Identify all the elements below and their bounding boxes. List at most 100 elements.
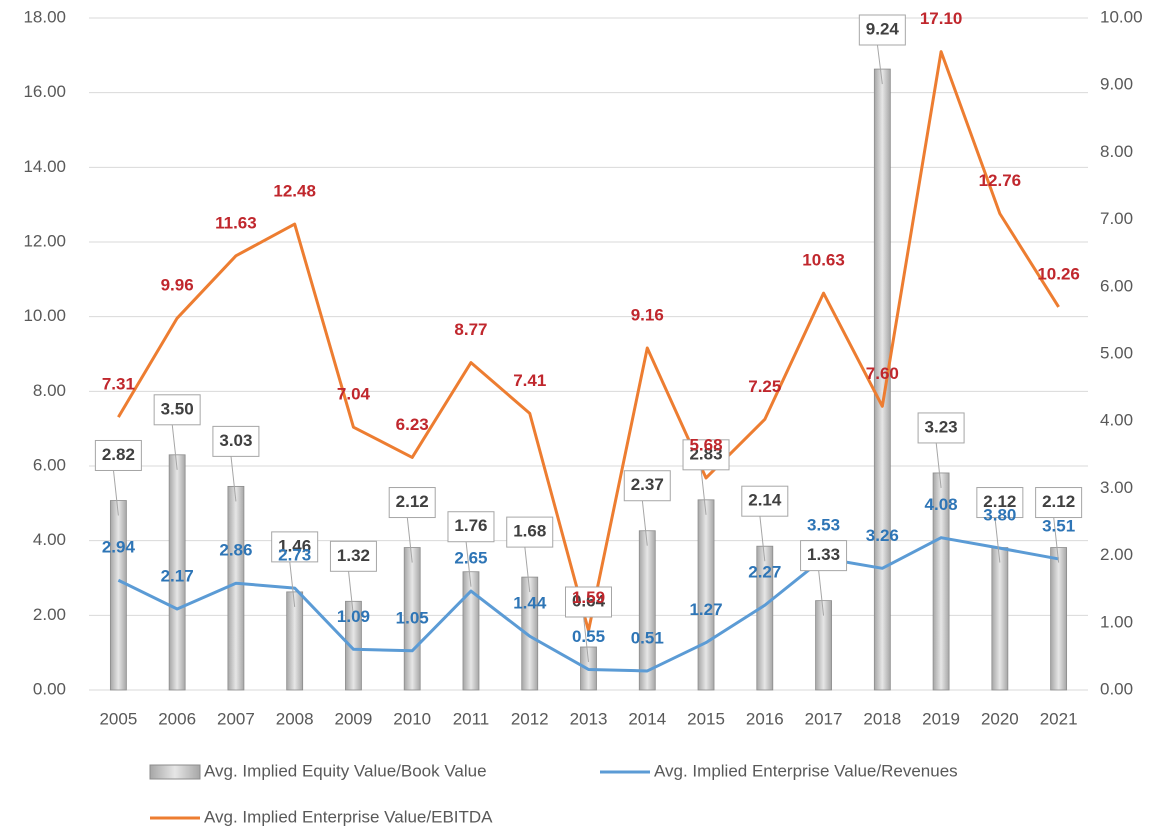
callout-line (935, 441, 942, 488)
bar-value-label: 3.50 (161, 399, 194, 418)
callout-line (406, 516, 413, 563)
bar (521, 576, 539, 691)
line-value-label: 2.65 (454, 549, 487, 568)
legend-swatch (149, 764, 201, 780)
line-value-label: 2.27 (748, 563, 781, 582)
bar (227, 485, 245, 691)
y-tick-label: 6.00 (33, 455, 66, 474)
y2-tick-label: 2.00 (1100, 545, 1133, 564)
label-box (212, 425, 260, 457)
callout-line (465, 540, 472, 587)
line-value-label: 8.77 (454, 320, 487, 339)
line-value-label: 0.51 (631, 628, 664, 647)
legend-label: Avg. Implied Equity Value/Book Value (204, 761, 487, 780)
bar (873, 68, 891, 691)
x-tick-label: 2015 (687, 709, 725, 728)
x-tick-label: 2007 (217, 709, 255, 728)
y2-tick-label: 4.00 (1100, 411, 1133, 430)
line-value-label: 5.68 (689, 435, 722, 454)
x-tick-label: 2014 (628, 709, 666, 728)
label-box (1035, 487, 1083, 519)
y-tick-label: 10.00 (23, 306, 66, 325)
bar (932, 472, 950, 691)
line-value-label: 7.04 (337, 385, 371, 404)
label-box (447, 511, 495, 543)
line-value-label: 2.17 (161, 566, 194, 585)
bar (991, 547, 1009, 691)
line-value-label: 9.16 (631, 306, 664, 325)
label-box (917, 412, 965, 444)
x-tick-label: 2010 (393, 709, 431, 728)
y2-tick-label: 1.00 (1100, 612, 1133, 631)
y-tick-label: 12.00 (23, 231, 66, 250)
line-value-label: 7.31 (102, 375, 135, 394)
bar-value-label: 2.83 (689, 444, 722, 463)
line-value-label: 10.26 (1037, 264, 1080, 283)
label-box (623, 470, 671, 502)
callout-line (876, 43, 883, 85)
y-tick-label: 0.00 (33, 679, 66, 698)
y2-tick-label: 6.00 (1100, 276, 1133, 295)
x-tick-label: 2021 (1040, 709, 1078, 728)
y-tick-label: 2.00 (33, 605, 66, 624)
legend-label: Avg. Implied Enterprise Value/EBITDA (204, 807, 493, 826)
bar-value-label: 2.37 (631, 475, 664, 494)
x-tick-label: 2011 (453, 709, 490, 728)
bar (756, 545, 774, 691)
callout-line (1053, 516, 1060, 563)
bar-value-label: 2.12 (983, 492, 1016, 511)
x-tick-label: 2013 (570, 709, 608, 728)
bar-value-label: 2.14 (748, 491, 782, 510)
y2-tick-label: 8.00 (1100, 142, 1133, 161)
callout-line (583, 615, 589, 663)
x-tick-label: 2006 (158, 709, 196, 728)
bar-value-label: 1.33 (807, 545, 840, 564)
line-value-label: 6.23 (396, 415, 429, 434)
callout-line (818, 569, 825, 616)
label-box (94, 439, 142, 471)
line-value-label: 12.48 (273, 182, 316, 201)
bar (403, 547, 421, 691)
line-value-label: 2.94 (102, 538, 136, 557)
legend-label: Avg. Implied Enterprise Value/Revenues (654, 761, 958, 780)
line-value-label: 1.09 (337, 607, 370, 626)
line-value-label: 4.08 (925, 495, 958, 514)
label-box (153, 394, 201, 426)
line-value-label: 1.44 (513, 594, 547, 613)
line-value-label: 1.05 (396, 608, 429, 627)
line-value-label: 10.63 (802, 251, 845, 270)
line-value-label: 17.10 (920, 9, 963, 28)
x-tick-label: 2009 (335, 709, 373, 728)
bar (345, 600, 362, 691)
bar-value-label: 9.24 (866, 19, 900, 38)
line-value-label: 1.59 (572, 588, 605, 607)
bar-value-label: 1.32 (337, 546, 370, 565)
label-box (388, 487, 436, 519)
callout-line (171, 423, 178, 470)
x-tick-label: 2019 (922, 709, 960, 728)
bar (168, 454, 186, 691)
x-tick-label: 2018 (863, 709, 901, 728)
line-value-label: 3.26 (866, 526, 899, 545)
line-value-label: 2.73 (278, 546, 311, 565)
line-value-label: 3.80 (983, 506, 1016, 525)
line-value-label: 7.41 (513, 371, 546, 390)
line-value-label: 9.96 (161, 276, 194, 295)
bar-value-label: 3.03 (219, 431, 252, 450)
line-value-label: 2.86 (219, 541, 252, 560)
y2-tick-label: 5.00 (1100, 343, 1133, 362)
label-box (506, 516, 554, 548)
y-tick-label: 14.00 (23, 157, 66, 176)
label-box (741, 485, 789, 517)
line (117, 50, 1060, 633)
label-box (565, 586, 612, 618)
x-tick-label: 2012 (511, 709, 549, 728)
line-value-label: 1.27 (689, 600, 722, 619)
bar (286, 591, 304, 691)
bar-value-label: 2.12 (396, 492, 429, 511)
callout-line (759, 515, 766, 562)
y2-tick-label: 7.00 (1100, 209, 1133, 228)
callout-line (289, 560, 296, 607)
line-value-label: 3.51 (1042, 516, 1075, 535)
bar-value-label: 2.82 (102, 445, 135, 464)
